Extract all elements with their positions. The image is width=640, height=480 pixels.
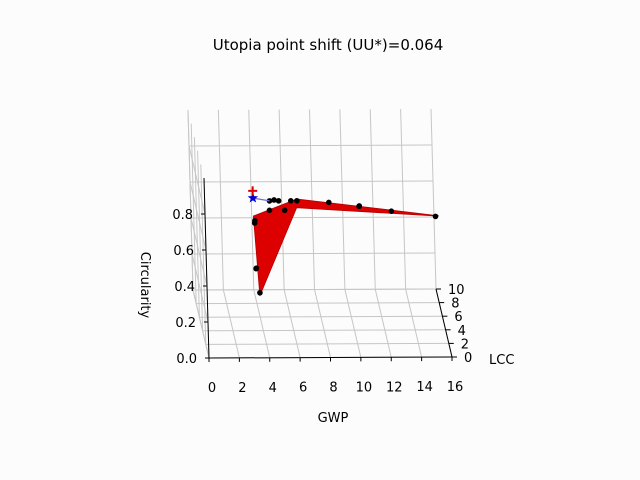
x-tick-label: 2 [238, 381, 246, 396]
x-tick-label: 14 [416, 380, 433, 395]
y-tick-label: 8 [451, 297, 459, 312]
side-grid-z [192, 289, 210, 359]
axis-lines [201, 177, 457, 362]
side-grid-y [187, 109, 194, 291]
y-tick-label: 4 [458, 324, 466, 339]
back-grid-z [188, 144, 433, 147]
y-axis-line [435, 288, 453, 358]
z-tick-label: 0.6 [173, 244, 194, 259]
back-grid-x [400, 109, 407, 290]
data-point [356, 203, 362, 210]
floor-grid-y [202, 329, 446, 332]
data-point [275, 198, 282, 204]
data-point [257, 289, 263, 296]
data-point [281, 207, 288, 214]
y-tick-label: 2 [461, 337, 469, 352]
x-tick-label: 10 [356, 380, 373, 395]
data-point [253, 265, 259, 272]
data-point [271, 197, 277, 203]
z-axis-line [203, 177, 210, 359]
data-point [287, 198, 294, 204]
back-grid-z [191, 252, 436, 255]
x-tick-label: 4 [269, 381, 277, 396]
back-grid-z [189, 180, 434, 183]
back-grid-z [190, 216, 435, 219]
side-grid-y [190, 123, 197, 304]
side-grid-z [191, 253, 209, 323]
floor-grid-x [253, 289, 271, 358]
back-grid-x [430, 108, 437, 290]
x-tick-label: 12 [386, 380, 403, 395]
surface-patch [252, 198, 439, 297]
side-grid-y [200, 164, 207, 345]
utopia-connector [252, 197, 270, 202]
x-tick-label: 8 [329, 381, 337, 396]
floor-grid-x [222, 289, 240, 358]
y-tick-label: 10 [448, 283, 465, 298]
data-points [251, 197, 439, 296]
data-point [326, 199, 332, 206]
data-point [266, 207, 273, 214]
chart-title: Utopia point shift (UU*)=0.064 [213, 36, 444, 54]
y-axis-label: LCC [489, 353, 514, 368]
floor-grid-y [205, 342, 449, 345]
z-tick-label: 0.2 [175, 316, 196, 331]
z-tick-label: 0.8 [172, 208, 193, 223]
floor-grid-y [199, 315, 443, 318]
data-point [388, 208, 395, 214]
back-grid-z [192, 288, 437, 291]
back-grid-x [309, 109, 315, 290]
grid-lines [187, 108, 453, 359]
side-grid-z [189, 181, 207, 251]
utopia-star-icon [247, 192, 259, 203]
back-grid-x [278, 109, 285, 290]
z-axis-label: Circularity [137, 252, 152, 319]
data-point [251, 220, 258, 226]
side-grid-z [188, 145, 206, 215]
floor-grid-y [196, 302, 440, 305]
floor-grid-x [405, 289, 423, 358]
side-grid-y [193, 137, 200, 318]
floor-grid-x [283, 289, 301, 358]
x-tick-label: 16 [447, 380, 464, 395]
side-grid-z [190, 217, 208, 287]
utopia-markers [247, 186, 270, 203]
y-tick-label: 6 [454, 310, 462, 325]
back-grid-x [339, 109, 346, 290]
floor-grid-x [314, 289, 331, 358]
x-axis-label: GWP [318, 411, 349, 426]
y-tick-label: 0 [464, 351, 472, 366]
back-grid-x [217, 109, 224, 290]
data-point [294, 197, 300, 204]
z-tick-label: 0.0 [176, 352, 197, 367]
floor-grid-x [344, 289, 362, 358]
pareto-surface [252, 198, 439, 297]
back-grid-x [369, 109, 376, 290]
z-tick-label: 0.4 [174, 280, 195, 295]
data-point [432, 213, 439, 220]
floor-grid-x [374, 289, 392, 358]
x-tick-label: 0 [208, 381, 216, 396]
x-tick-label: 6 [299, 381, 307, 396]
side-grid-y [197, 150, 204, 331]
